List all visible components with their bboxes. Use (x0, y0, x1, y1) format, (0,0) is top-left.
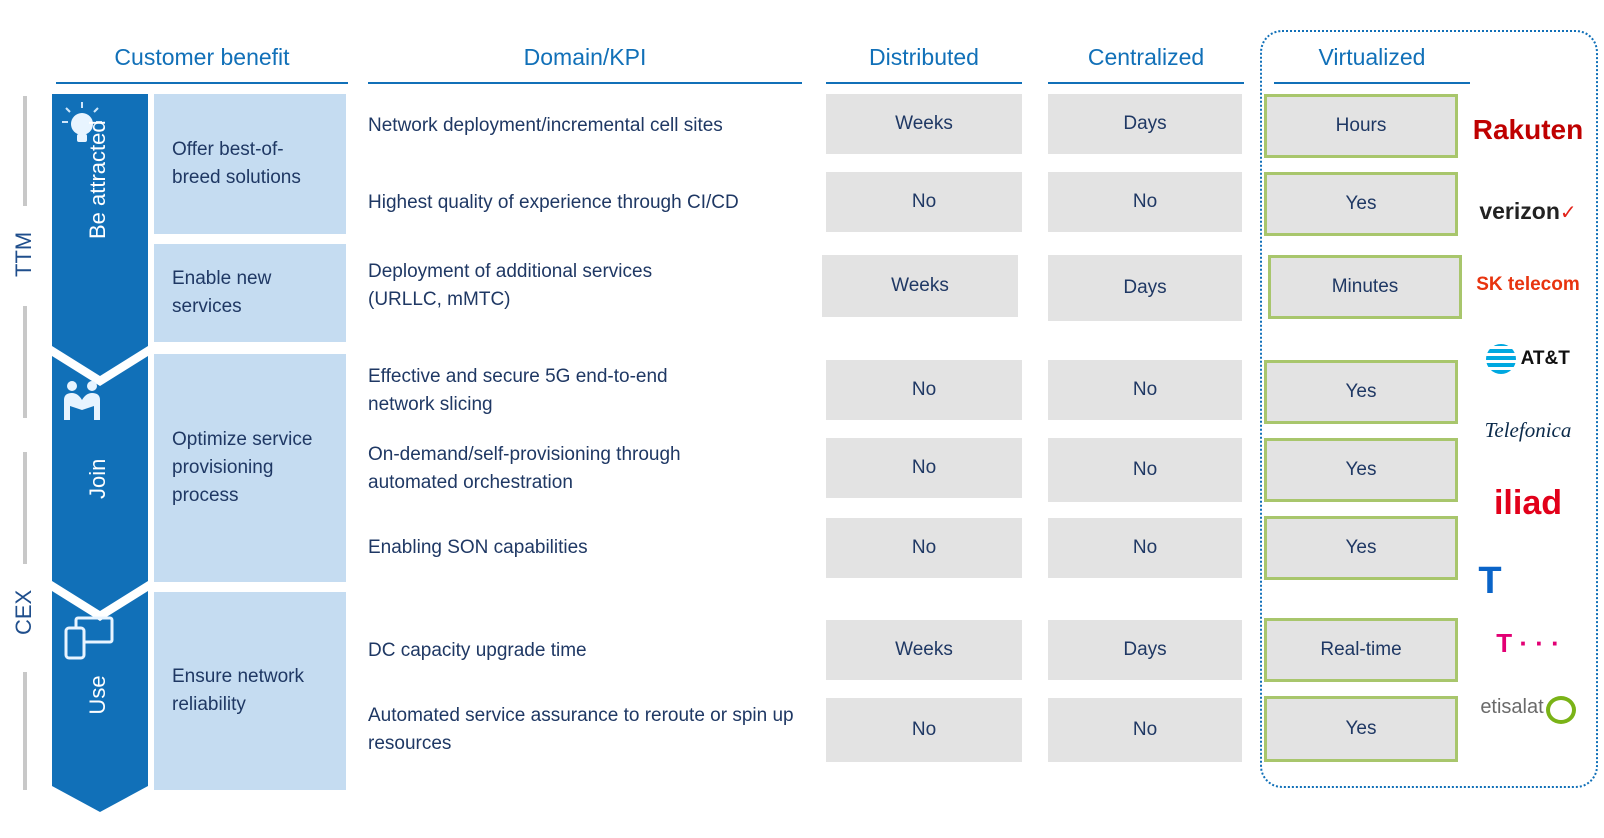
cex-line-top (23, 452, 27, 564)
benefit-box: Optimize service provisioning process (154, 354, 346, 582)
sk-telecom-logo: SK telecom (1462, 274, 1594, 296)
logo-text: iliad (1493, 484, 1563, 522)
devices-icon (64, 616, 114, 660)
benefit-label: Ensure network reliability (172, 666, 305, 715)
kpi-label: On-demand/self-provisioning through auto… (368, 444, 681, 493)
benefit-box: Enable new services (154, 244, 346, 342)
etisalat-logo: etisalat (1462, 696, 1594, 724)
stage-label-be-attracted: Be attracted (85, 120, 111, 239)
kpi-label: DC capacity upgrade time (368, 640, 587, 661)
distributed-cell: Weeks (822, 255, 1018, 317)
etisalat-mark-icon (1545, 696, 1576, 724)
telstra-logo: T (1470, 560, 1510, 603)
kpi-label: Network deployment/incremental cell site… (368, 115, 723, 136)
virtualized-cell: Yes (1264, 172, 1458, 236)
virtualized-cell: Yes (1264, 696, 1458, 762)
centralized-cell: Days (1048, 255, 1242, 321)
kpi-label: Deployment of additional services (URLLC… (368, 261, 653, 310)
benefit-label: Offer best-of-breed solutions (172, 139, 301, 188)
rakuten-logo: Rakuten (1462, 114, 1594, 146)
att-logo: AT&T (1462, 344, 1594, 374)
benefit-box: Offer best-of-breed solutions (154, 94, 346, 234)
virtualized-frame (1260, 30, 1598, 788)
kpi-label: Highest quality of experience through CI… (368, 192, 739, 213)
centralized-cell: No (1048, 172, 1242, 232)
cex-label: CEX (11, 589, 36, 635)
logo-text: T (1478, 560, 1502, 602)
header-virtualized: Virtualized (1274, 42, 1470, 84)
virtualized-cell: Hours (1264, 94, 1458, 158)
chevron-join (52, 356, 148, 611)
virtualized-cell: Yes (1264, 360, 1458, 424)
lightbulb-icon (62, 102, 102, 142)
distributed-cell: No (826, 360, 1022, 420)
distributed-cell: No (826, 172, 1022, 232)
distributed-cell: No (826, 698, 1022, 762)
logo-text: AT&T (1520, 348, 1570, 369)
iliad-logo: iliad (1462, 484, 1594, 523)
kpi-label: Automated service assurance to reroute o… (368, 705, 794, 754)
logo-text: Rakuten (1472, 114, 1584, 145)
verizon-check-icon: ✓ (1559, 202, 1577, 224)
distributed-cell: No (826, 438, 1022, 498)
distributed-cell: Weeks (826, 94, 1022, 154)
virtualized-cell: Yes (1264, 438, 1458, 502)
virtualized-cell: Real-time (1264, 618, 1458, 682)
header-domain-kpi: Domain/KPI (368, 42, 802, 84)
logo-text: SK telecom (1476, 274, 1580, 295)
centralized-cell: No (1048, 360, 1242, 420)
people-icon (64, 381, 100, 420)
ttm-label: TTM (11, 231, 36, 277)
att-globe-icon (1486, 344, 1517, 374)
logo-text: T · · · (1496, 628, 1560, 658)
logo-text: verizon (1479, 198, 1560, 224)
stage-label-join: Join (85, 458, 110, 499)
benefit-box: Ensure network reliability (154, 592, 346, 790)
kpi-label: Enabling SON capabilities (368, 537, 588, 558)
centralized-cell: No (1048, 518, 1242, 578)
header-distributed: Distributed (826, 42, 1022, 84)
centralized-cell: Days (1048, 94, 1242, 154)
virtualized-cell: Minutes (1268, 255, 1462, 319)
telekom-logo: T · · · (1462, 628, 1594, 659)
centralized-cell: Days (1048, 620, 1242, 680)
header-customer-benefit: Customer benefit (56, 42, 348, 84)
telefonica-logo: Telefonica (1462, 418, 1594, 443)
logo-text: Telefonica (1484, 418, 1572, 442)
benefit-label: Enable new services (172, 268, 272, 317)
header-centralized: Centralized (1048, 42, 1244, 84)
centralized-cell: No (1048, 438, 1242, 502)
cex-line-bottom (23, 672, 27, 790)
ttm-line-top (23, 96, 27, 206)
distributed-cell: Weeks (826, 620, 1022, 680)
benefit-label: Optimize service provisioning process (172, 429, 313, 506)
logo-text: etisalat (1480, 696, 1544, 718)
centralized-cell: No (1048, 698, 1242, 762)
kpi-label: Effective and secure 5G end-to-end netwo… (368, 366, 668, 415)
stage-label-use: Use (85, 675, 110, 715)
ttm-line-bottom (23, 306, 27, 418)
virtualized-cell: Yes (1264, 516, 1458, 580)
distributed-cell: No (826, 518, 1022, 578)
verizon-logo: verizon✓ (1462, 198, 1594, 225)
chevron-be-attracted (52, 94, 148, 376)
